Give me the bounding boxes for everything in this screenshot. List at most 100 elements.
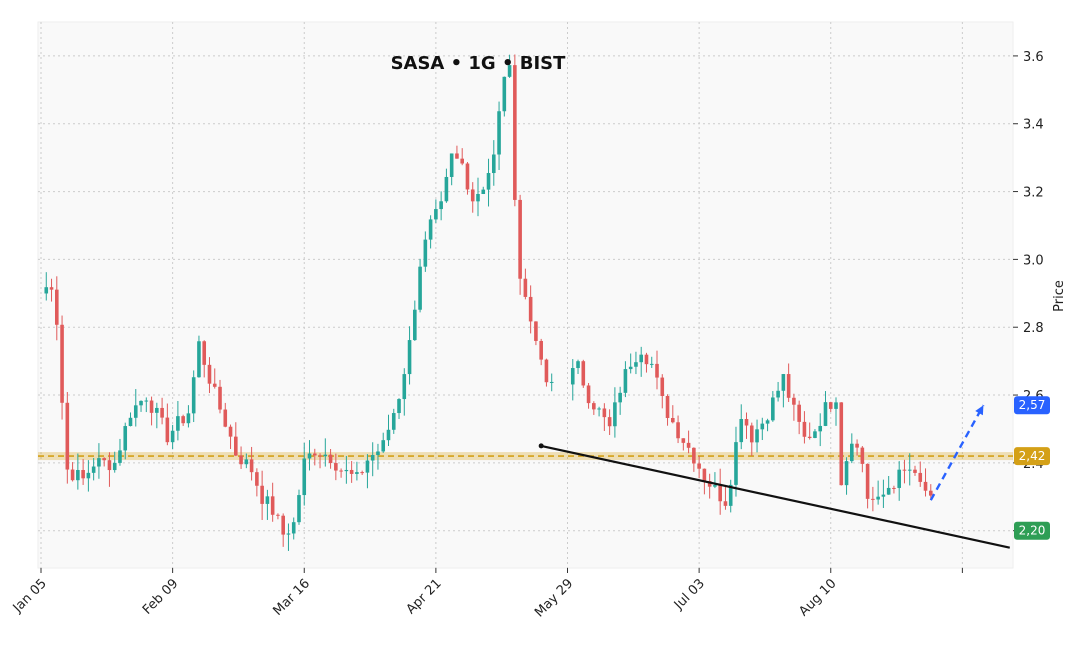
x-tick-label: Jan 05 [10, 576, 50, 616]
candle-body [349, 469, 354, 474]
candle-body [160, 407, 164, 418]
candle-body [91, 466, 96, 473]
candle-body [270, 496, 275, 515]
candle-body [444, 176, 449, 202]
candle-body [602, 408, 607, 418]
price-badge [1014, 396, 1050, 415]
candle-body [144, 400, 149, 402]
candle-body [665, 396, 670, 419]
candle-body [128, 417, 133, 427]
candle-body [639, 354, 644, 363]
candle-body [876, 496, 880, 500]
candle-body [328, 454, 333, 464]
candle-body [407, 340, 412, 375]
candle-body [749, 425, 754, 443]
candle-body [671, 418, 675, 423]
candle-body [823, 402, 828, 426]
candle-body [828, 402, 833, 409]
candle-body [418, 266, 422, 310]
candle-body [312, 453, 317, 456]
candle-body [281, 515, 285, 535]
candle-body [413, 309, 417, 341]
candlesticks [44, 54, 933, 551]
candle-body [570, 368, 575, 385]
y-tick-label: 3.6 [1023, 50, 1044, 65]
candle-body [481, 189, 486, 194]
candle-body [897, 469, 901, 488]
candle-body [102, 458, 106, 461]
candle-body [155, 407, 159, 413]
candle-body [191, 377, 196, 414]
candle-body [197, 341, 201, 378]
candle-body [792, 397, 796, 405]
candle-body [86, 472, 91, 479]
candle-body [760, 423, 765, 430]
candle-body [713, 485, 717, 487]
price-badge [1014, 447, 1050, 466]
candle-body [360, 472, 364, 474]
candle-body [486, 173, 491, 190]
candle-body [523, 278, 528, 297]
x-tick-label: May 29 [532, 576, 576, 620]
candle-body [923, 481, 928, 491]
candle-body [797, 404, 801, 422]
candle-body [218, 386, 222, 410]
candle-body [807, 436, 812, 438]
x-tick-label: Feb 09 [140, 576, 182, 618]
candle-body [502, 76, 507, 112]
candle-body [76, 470, 80, 481]
candle-body [434, 209, 438, 220]
candle-body [681, 438, 686, 443]
candle-body [802, 421, 807, 437]
candle-body [728, 484, 733, 506]
candle-body [739, 419, 744, 443]
candle-body [65, 402, 70, 470]
candle-body [370, 455, 375, 461]
candle-body [307, 453, 312, 459]
candle-body [260, 485, 264, 504]
candle-body [518, 199, 522, 279]
candle-body [655, 363, 659, 378]
candle-body [623, 369, 628, 393]
candle-body [228, 426, 233, 437]
candle-body [139, 400, 143, 406]
candle-body [181, 416, 185, 424]
candle-body [539, 340, 543, 360]
price-badge-label: 2,42 [1019, 449, 1046, 463]
candle-body [176, 416, 180, 431]
candle-body [381, 440, 386, 452]
x-tick-label: Apr 21 [404, 576, 445, 617]
candle-body [544, 359, 549, 383]
candle-body [207, 364, 212, 384]
candle-body [744, 419, 749, 426]
candle-body [255, 472, 259, 486]
candle-body [133, 405, 138, 418]
candle-body [723, 501, 728, 506]
candle-body [776, 390, 780, 398]
candle-body [423, 239, 428, 267]
candle-body [718, 485, 722, 502]
candle-body [402, 374, 407, 400]
candle-body [771, 397, 775, 421]
candle-body [765, 420, 770, 424]
candle-body [491, 154, 496, 174]
projection-arrowhead [975, 405, 984, 416]
candle-body [592, 403, 596, 410]
candle-body [702, 468, 707, 482]
candle-body [302, 458, 307, 496]
projection-line [929, 404, 985, 501]
candle-body [839, 402, 844, 486]
candle-body [365, 460, 370, 473]
candle-body [428, 219, 433, 240]
candle-body [107, 460, 112, 471]
support-band [38, 452, 1013, 461]
candle-body [323, 454, 328, 457]
price-badge-label: 2,57 [1019, 398, 1046, 412]
candle-body [734, 442, 738, 485]
candle-body [818, 425, 823, 432]
candle-body [476, 193, 480, 202]
candle-body [707, 481, 712, 487]
candle-body [892, 487, 896, 489]
candle-body [455, 153, 459, 159]
